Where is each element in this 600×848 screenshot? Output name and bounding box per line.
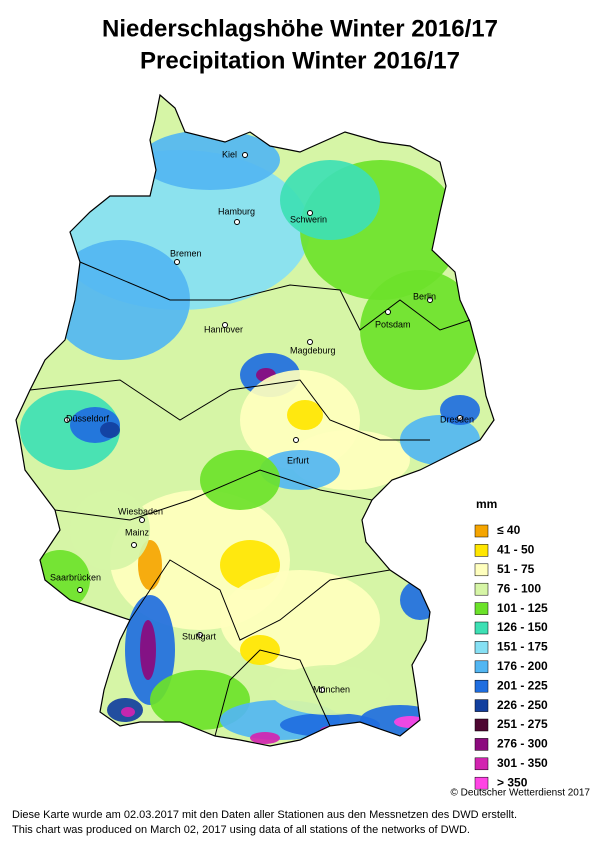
note-en: This chart was produced on March 02, 201… xyxy=(12,824,470,836)
city-dot xyxy=(77,587,83,593)
precip-zone xyxy=(50,240,190,360)
precip-zone xyxy=(70,490,150,570)
precip-zone xyxy=(270,665,390,715)
legend-title: mm xyxy=(476,497,497,511)
city-dot xyxy=(234,219,240,225)
legend-label: 41 - 50 xyxy=(497,543,535,557)
city-label: München xyxy=(313,684,350,694)
legend-swatch xyxy=(474,621,489,635)
city-label: Kiel xyxy=(222,149,237,159)
legend-swatch xyxy=(474,738,489,751)
precip-zone xyxy=(394,716,426,728)
city-label: Mainz xyxy=(125,527,150,537)
precip-zone xyxy=(138,540,162,590)
precip-zone xyxy=(121,707,135,717)
city-dot xyxy=(64,417,70,423)
precip-zone xyxy=(100,422,120,438)
legend-swatch xyxy=(474,699,489,712)
city-dot xyxy=(427,297,433,303)
city-dot xyxy=(385,309,391,315)
legend-label: 76 - 100 xyxy=(497,581,541,595)
precip-zone xyxy=(250,732,280,744)
title-de: Niederschlagshöhe Winter 2016/17 xyxy=(102,15,498,42)
city-dot xyxy=(293,437,299,443)
legend-swatch xyxy=(474,757,489,771)
precip-zone xyxy=(400,580,440,620)
precip-zone xyxy=(360,270,480,390)
city-dot xyxy=(174,259,180,265)
city-label: Schwerin xyxy=(290,214,327,224)
legend-label: 251 - 275 xyxy=(497,717,548,731)
precip-zone xyxy=(287,400,323,430)
state-border xyxy=(129,559,391,641)
legend-label: 201 - 225 xyxy=(497,678,548,692)
legend-swatch xyxy=(474,602,489,615)
precipitation-field xyxy=(16,95,494,746)
city-label: Wiesbaden xyxy=(118,506,163,516)
river xyxy=(214,649,331,737)
city-dot xyxy=(197,632,203,638)
precip-zone xyxy=(200,450,280,510)
legend-label: 151 - 175 xyxy=(497,640,548,654)
legend-label: 226 - 250 xyxy=(497,698,548,712)
city-label: Bremen xyxy=(170,248,202,258)
city-label: Hannover xyxy=(204,324,243,334)
legend-swatch xyxy=(474,563,489,577)
legend-label: > 350 xyxy=(497,775,528,789)
legend-swatch xyxy=(474,718,489,732)
legend-label: 126 - 150 xyxy=(497,620,548,634)
precip-zone xyxy=(140,620,156,680)
city-label: Düsseldorf xyxy=(66,413,110,423)
note-de: Diese Karte wurde am 02.03.2017 mit den … xyxy=(12,809,517,821)
city-dot xyxy=(139,517,145,523)
legend-label: ≤ 40 xyxy=(497,523,521,537)
state-border xyxy=(29,379,430,441)
copyright: © Deutscher Wetterdienst 2017 xyxy=(451,788,591,799)
city-label: Potsdam xyxy=(375,319,411,329)
legend-swatch xyxy=(474,544,489,557)
title-en: Precipitation Winter 2016/17 xyxy=(140,47,460,74)
state-border xyxy=(54,469,373,521)
state-border xyxy=(79,261,471,331)
precip-zone xyxy=(140,130,280,190)
legend-label: 176 - 200 xyxy=(497,659,548,673)
legend-swatch xyxy=(474,776,489,790)
city-dot xyxy=(131,542,137,548)
city-label: Erfurt xyxy=(287,455,310,465)
city-dot xyxy=(222,322,228,328)
precip-zone xyxy=(280,160,380,240)
legend-label: 276 - 300 xyxy=(497,737,548,751)
legend: ≤ 40 41 - 50 51 - 75 76 - 100 101 - 125 126 -… xyxy=(474,523,548,790)
legend-label: 51 - 75 xyxy=(497,562,535,576)
city-label: Dresden xyxy=(440,414,474,424)
city-label: Berlin xyxy=(413,291,436,301)
city-dot xyxy=(242,152,248,158)
legend-swatch xyxy=(474,641,489,654)
city-label: Stuttgart xyxy=(182,631,217,641)
city-dot xyxy=(307,210,313,216)
legend-label: 301 - 350 xyxy=(497,756,548,770)
city-dot xyxy=(457,415,463,421)
legend-swatch xyxy=(474,582,489,596)
legend-swatch xyxy=(474,524,489,538)
legend-swatch xyxy=(474,679,489,693)
city-label: Magdeburg xyxy=(290,345,336,355)
city-label: Hamburg xyxy=(218,206,255,216)
precip-zone xyxy=(440,395,480,425)
city-dot xyxy=(319,687,325,693)
legend-label: 101 - 125 xyxy=(497,601,548,615)
city-label: Saarbrücken xyxy=(50,572,101,582)
legend-swatch xyxy=(474,660,489,674)
cities: Kiel Hamburg Schwerin Bremen Berlin Potsdam Ha… xyxy=(50,149,474,694)
city-dot xyxy=(307,339,313,345)
